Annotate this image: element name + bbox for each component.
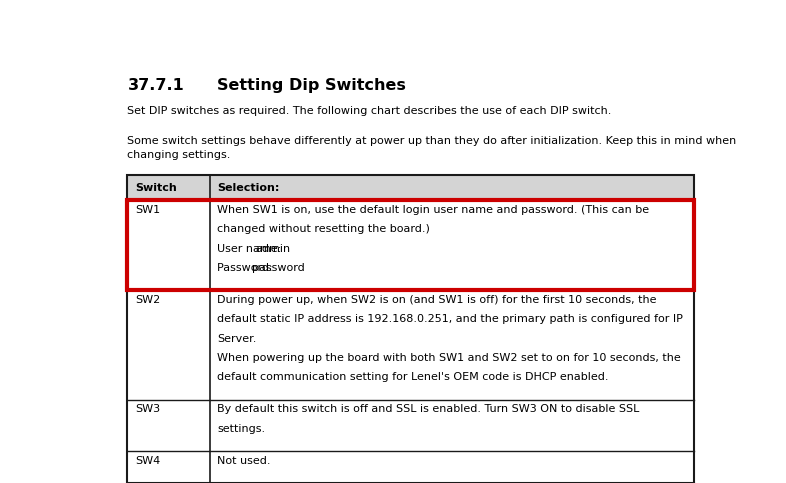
- Text: Not used.: Not used.: [217, 455, 270, 466]
- Bar: [127, 175, 694, 483]
- Bar: [127, 175, 694, 200]
- Text: When SW1 is on, use the default login user name and password. (This can be: When SW1 is on, use the default login us…: [217, 205, 649, 215]
- Bar: [127, 200, 694, 290]
- Text: password: password: [252, 263, 305, 273]
- Text: default static IP address is 192.168.0.251, and the primary path is configured f: default static IP address is 192.168.0.2…: [217, 314, 683, 324]
- Text: Switch: Switch: [135, 183, 177, 193]
- Text: SW1: SW1: [135, 205, 160, 215]
- Text: By default this switch is off and SSL is enabled. Turn SW3 ON to disable SSL: By default this switch is off and SSL is…: [217, 404, 639, 414]
- Text: During power up, when SW2 is on (and SW1 is off) for the first 10 seconds, the: During power up, when SW2 is on (and SW1…: [217, 295, 656, 305]
- Text: SW2: SW2: [135, 295, 160, 305]
- Text: changed without resetting the board.): changed without resetting the board.): [217, 224, 430, 234]
- Text: settings.: settings.: [217, 424, 265, 434]
- Text: Setting Dip Switches: Setting Dip Switches: [217, 78, 406, 93]
- Text: When powering up the board with both SW1 and SW2 set to on for 10 seconds, the: When powering up the board with both SW1…: [217, 353, 681, 363]
- Text: Some switch settings behave differently at power up than they do after initializ: Some switch settings behave differently …: [127, 136, 736, 160]
- Text: User name:: User name:: [217, 243, 285, 254]
- Text: Password:: Password:: [217, 263, 276, 273]
- Text: default communication setting for Lenel's OEM code is DHCP enabled.: default communication setting for Lenel'…: [217, 372, 608, 382]
- Text: Server.: Server.: [217, 334, 256, 343]
- Text: admin: admin: [255, 243, 291, 254]
- Text: 37.7.1: 37.7.1: [127, 78, 184, 93]
- Text: Set DIP switches as required. The following chart describes the use of each DIP : Set DIP switches as required. The follow…: [127, 106, 612, 116]
- Text: SW3: SW3: [135, 404, 160, 414]
- Text: SW4: SW4: [135, 455, 160, 466]
- Text: Selection:: Selection:: [217, 183, 279, 193]
